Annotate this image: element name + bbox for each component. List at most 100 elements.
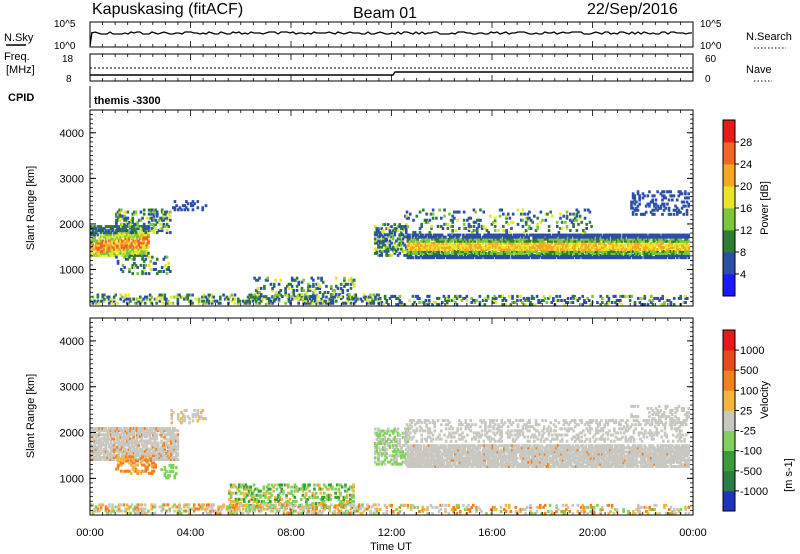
data-cell bbox=[375, 247, 379, 251]
data-cell bbox=[94, 433, 98, 437]
data-cell bbox=[476, 249, 480, 253]
data-cell bbox=[600, 245, 604, 249]
data-cell bbox=[246, 487, 249, 491]
data-cell bbox=[121, 227, 124, 231]
data-cell bbox=[414, 233, 418, 237]
data-cell bbox=[155, 441, 158, 445]
data-cell bbox=[418, 249, 421, 253]
data-cell bbox=[586, 249, 589, 253]
data-cell bbox=[116, 216, 120, 220]
data-cell bbox=[672, 243, 676, 247]
data-cell bbox=[370, 293, 374, 297]
data-cell bbox=[588, 210, 592, 214]
data-cell bbox=[273, 483, 277, 487]
data-cell bbox=[478, 235, 482, 239]
data-cell bbox=[478, 247, 482, 251]
data-cell bbox=[408, 247, 411, 251]
data-cell bbox=[679, 210, 682, 214]
data-cell bbox=[563, 303, 567, 307]
data-cell bbox=[132, 247, 136, 251]
data-cell bbox=[138, 251, 142, 255]
data-cell bbox=[449, 233, 452, 237]
data-cell bbox=[398, 223, 402, 227]
data-cell bbox=[104, 231, 108, 235]
data-cell bbox=[473, 298, 477, 302]
data-cell bbox=[263, 295, 266, 299]
data-cell bbox=[167, 224, 170, 228]
data-cell bbox=[408, 212, 412, 216]
data-cell bbox=[319, 497, 323, 501]
data-cell bbox=[264, 295, 268, 299]
data-cell bbox=[623, 249, 627, 253]
data-cell bbox=[173, 206, 177, 210]
data-cell bbox=[483, 233, 486, 237]
data-cell bbox=[447, 247, 451, 251]
data-cell bbox=[367, 295, 371, 299]
data-cell bbox=[121, 214, 125, 218]
data-cell bbox=[445, 239, 449, 243]
nsky-trace bbox=[89, 31, 692, 47]
data-cell bbox=[649, 245, 653, 249]
data-cell bbox=[524, 237, 527, 241]
data-cell bbox=[96, 427, 100, 431]
data-cell bbox=[679, 243, 682, 247]
data-cell bbox=[119, 235, 122, 239]
data-cell bbox=[269, 282, 273, 286]
data-cell bbox=[352, 489, 355, 493]
data-cell bbox=[181, 413, 185, 417]
data-cell bbox=[254, 493, 257, 497]
data-cell bbox=[137, 218, 141, 222]
data-cell bbox=[436, 224, 440, 228]
data-cell bbox=[170, 463, 173, 467]
data-cell bbox=[132, 435, 136, 439]
data-cell bbox=[161, 503, 165, 507]
data-cell bbox=[422, 245, 426, 249]
data-cell bbox=[556, 237, 560, 241]
data-cell bbox=[118, 459, 121, 463]
data-cell bbox=[137, 299, 140, 303]
data-cell bbox=[212, 295, 216, 299]
data-cell bbox=[491, 245, 495, 249]
data-cell bbox=[163, 429, 167, 433]
data-cell bbox=[127, 449, 131, 453]
data-cell bbox=[453, 237, 457, 241]
data-cell bbox=[352, 485, 355, 489]
data-cell bbox=[101, 295, 105, 299]
data-cell bbox=[137, 509, 140, 513]
data-cell bbox=[658, 239, 661, 243]
data-cell bbox=[171, 466, 175, 470]
data-cell bbox=[385, 253, 388, 257]
data-cell bbox=[493, 239, 496, 243]
data-cell bbox=[165, 231, 169, 235]
data-cell bbox=[152, 267, 156, 271]
data-cell bbox=[115, 220, 118, 224]
data-cell bbox=[649, 235, 653, 239]
data-cell bbox=[528, 216, 531, 220]
data-cell bbox=[470, 247, 473, 251]
data-cell bbox=[315, 301, 318, 305]
data-cell bbox=[134, 467, 138, 471]
data-cell bbox=[574, 256, 578, 260]
data-cell bbox=[458, 237, 462, 241]
data-cell bbox=[633, 233, 637, 237]
data-cell bbox=[231, 499, 235, 503]
data-cell bbox=[280, 489, 284, 493]
data-cell bbox=[352, 293, 356, 297]
data-cell bbox=[551, 245, 555, 249]
data-cell bbox=[293, 489, 297, 493]
data-cell bbox=[574, 241, 578, 245]
data-cell bbox=[514, 249, 517, 253]
data-cell bbox=[138, 245, 142, 249]
data-cell bbox=[127, 237, 131, 241]
data-cell bbox=[499, 239, 503, 243]
data-cell bbox=[173, 445, 176, 449]
data-cell bbox=[191, 413, 195, 417]
data-cell bbox=[612, 243, 615, 247]
data-cell bbox=[131, 220, 135, 224]
data-cell bbox=[537, 298, 540, 302]
data-cell bbox=[302, 278, 305, 282]
data-cell bbox=[404, 214, 407, 218]
data-cell bbox=[430, 224, 433, 228]
data-cell bbox=[511, 294, 514, 298]
data-cell bbox=[570, 296, 573, 300]
